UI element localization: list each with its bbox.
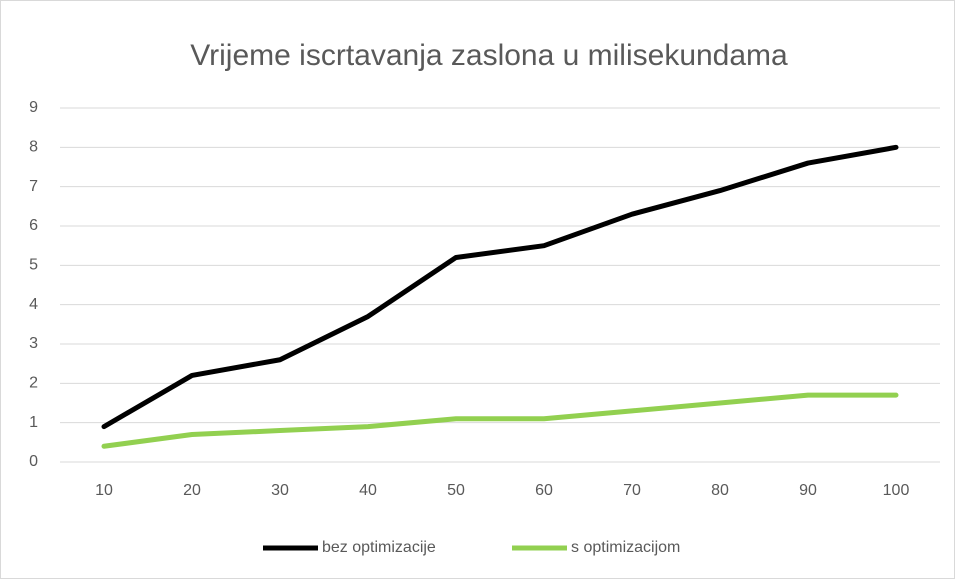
- x-tick-label: 60: [535, 482, 553, 499]
- y-tick-label: 3: [29, 335, 38, 352]
- y-tick-label: 4: [29, 296, 38, 313]
- y-tick-label: 1: [29, 414, 38, 431]
- legend-label: s optimizacijom: [571, 539, 680, 556]
- x-tick-label: 100: [883, 482, 910, 499]
- x-tick-label: 90: [799, 482, 817, 499]
- chart-title: Vrijeme iscrtavanja zaslona u milisekund…: [190, 39, 788, 72]
- y-tick-label: 8: [29, 139, 38, 156]
- x-tick-label: 20: [183, 482, 201, 499]
- y-tick-label: 0: [29, 453, 38, 470]
- y-tick-label: 9: [29, 99, 38, 116]
- y-tick-label: 7: [29, 178, 38, 195]
- legend-label: bez optimizacije: [322, 539, 436, 556]
- x-tick-label: 80: [711, 482, 729, 499]
- y-tick-label: 6: [29, 217, 38, 234]
- y-tick-label: 2: [29, 375, 38, 392]
- series-line: [101, 144, 899, 430]
- x-tick-label: 10: [95, 482, 113, 499]
- y-tick-label: 5: [29, 257, 38, 274]
- x-tick-label: 70: [623, 482, 641, 499]
- series-line: [101, 392, 899, 449]
- x-tick-label: 30: [271, 482, 289, 499]
- x-tick-label: 50: [447, 482, 465, 499]
- x-tick-label: 40: [359, 482, 377, 499]
